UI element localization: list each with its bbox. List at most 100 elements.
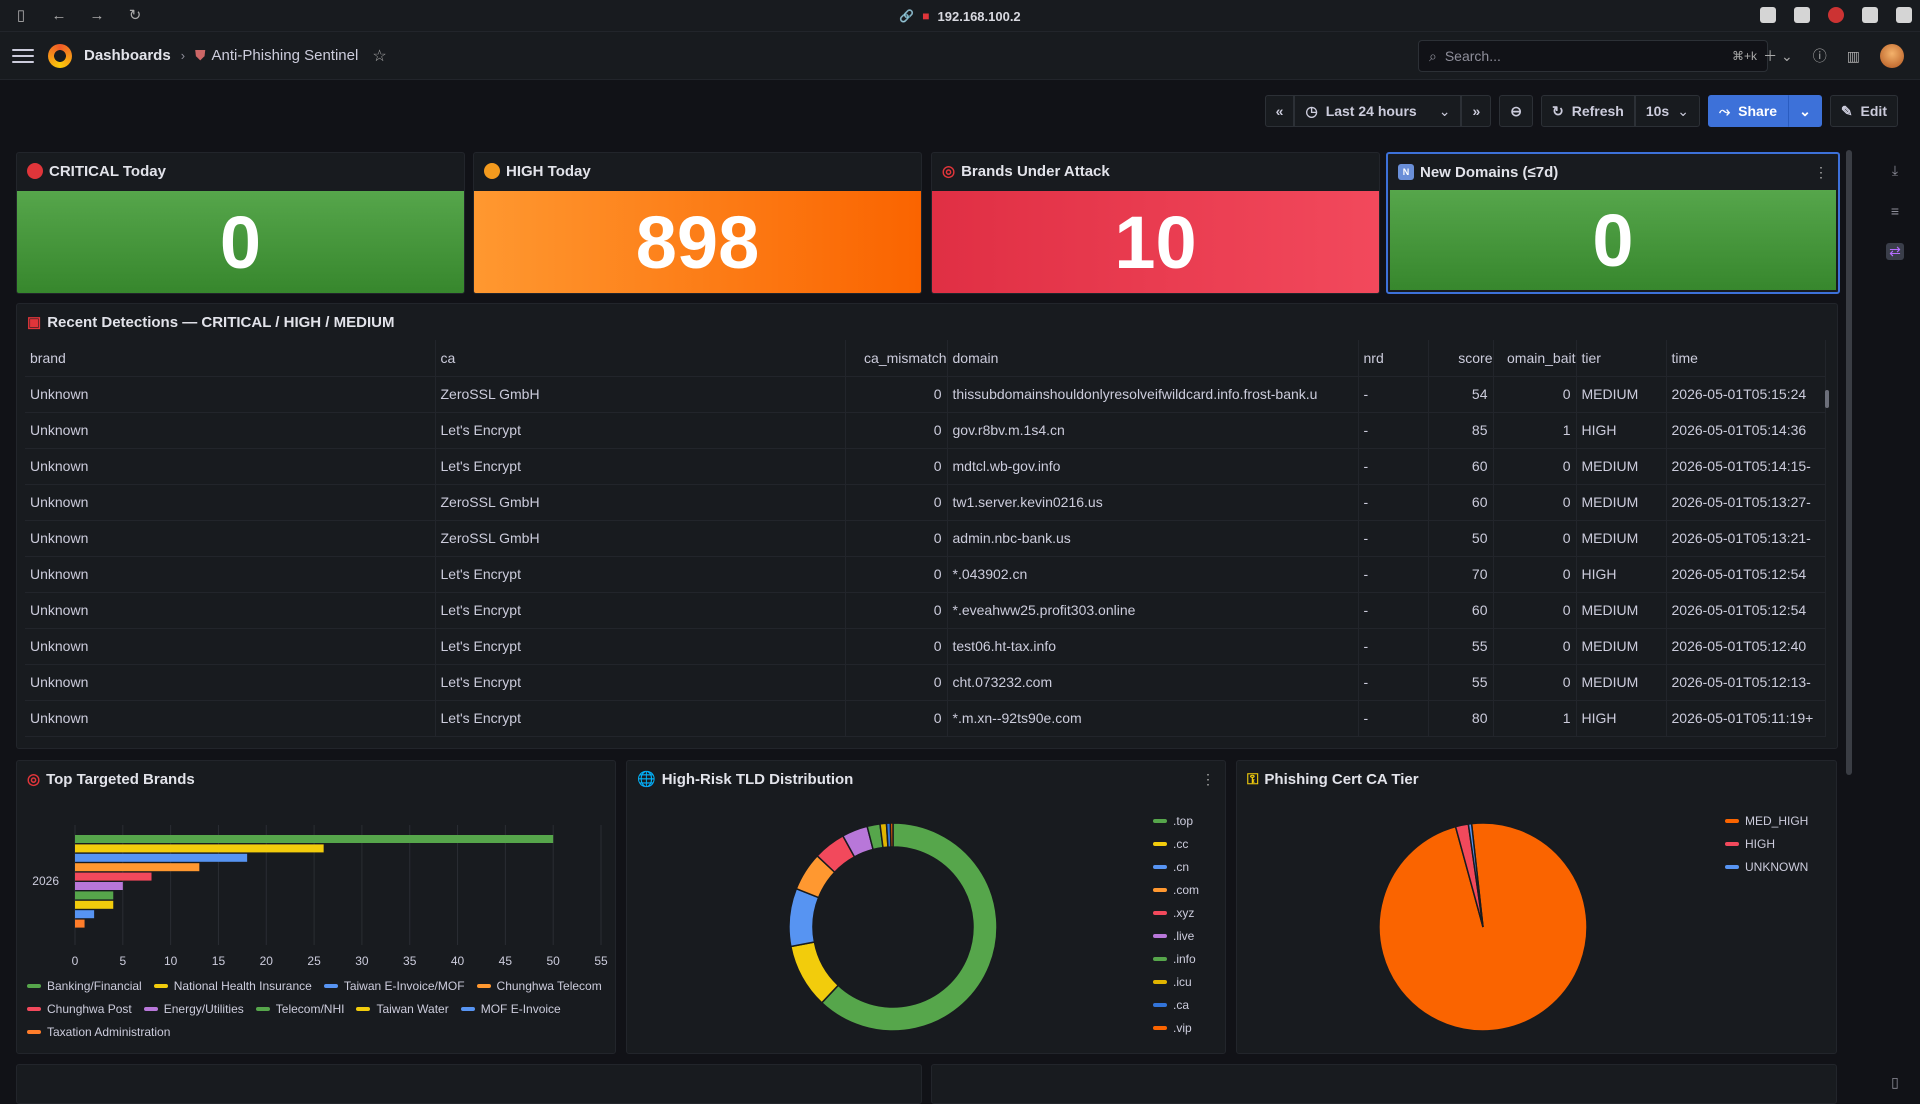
extension-icon[interactable] (1828, 7, 1844, 23)
legend-item[interactable]: MED_HIGH (1725, 809, 1808, 832)
legend-item[interactable]: Chunghwa Post (27, 1000, 132, 1017)
menu-icon[interactable] (12, 45, 34, 67)
column-header-domain[interactable]: domain (947, 340, 1359, 377)
legend-item[interactable]: Energy/Utilities (143, 1000, 244, 1017)
transform-icon[interactable]: ⇄ (1886, 243, 1904, 260)
refresh-button[interactable]: ↻ Refresh (1540, 95, 1635, 127)
legend-item[interactable]: .info (1153, 947, 1199, 970)
legend-item[interactable]: Taiwan E-Invoice/MOF (323, 977, 465, 994)
reload-icon[interactable]: ↻ (128, 6, 142, 24)
legend-item[interactable]: .xyz (1153, 901, 1199, 924)
edit-button[interactable]: ✎ Edit (1829, 95, 1898, 127)
breadcrumb-dashboards[interactable]: Dashboards (84, 47, 171, 64)
grafana-logo-icon[interactable] (48, 43, 72, 68)
legend-item[interactable]: .ca (1153, 993, 1199, 1016)
time-back-button[interactable]: « (1264, 95, 1295, 127)
legend-item[interactable]: UNKNOWN (1725, 855, 1808, 878)
insecure-lock-icon[interactable]: ■ (922, 9, 930, 23)
bar-taiwan-e-invoice-mof[interactable] (75, 853, 248, 862)
bar-telecom-nhi[interactable] (75, 891, 114, 900)
sidebar-toggle-icon[interactable]: ▯ (16, 6, 26, 24)
legend-item[interactable]: Taiwan Water (356, 1000, 449, 1017)
bar-banking-financial[interactable] (75, 835, 554, 843)
extension-icon[interactable] (1794, 7, 1810, 23)
legend-item[interactable]: HIGH (1725, 832, 1808, 855)
legend-item[interactable]: .top (1153, 809, 1199, 832)
share-button[interactable]: ⤳ Share (1707, 95, 1789, 127)
column-header-score[interactable]: score (1428, 340, 1494, 377)
download-icon[interactable]: ⤓ (1891, 162, 1899, 178)
panel-menu-icon[interactable]: ⋮ (1201, 771, 1215, 787)
bar-taxation-administration[interactable] (75, 919, 85, 928)
bar-national-health-insurance[interactable] (75, 844, 324, 853)
legend-item[interactable]: .vip (1153, 1016, 1199, 1039)
zoom-out-button[interactable]: ⊖ (1499, 95, 1533, 127)
avatar[interactable] (1880, 44, 1904, 68)
column-header-nrd[interactable]: nrd (1358, 340, 1429, 377)
legend-item[interactable]: .cc (1153, 832, 1199, 855)
help-icon[interactable]: ⓘ (1812, 48, 1827, 64)
legend-item[interactable]: .icu (1153, 970, 1199, 993)
column-header-ca-mismatch[interactable]: ca_mismatch (845, 340, 948, 377)
page-scrollbar[interactable] (1846, 150, 1852, 775)
refresh-interval-picker[interactable]: 10s ⌄ (1634, 95, 1700, 127)
legend-item[interactable]: MOF E-Invoice (460, 1000, 561, 1017)
column-header-tier[interactable]: tier (1576, 340, 1667, 377)
stat-panel-new-domains[interactable]: N New Domains (≤7d) ⋮ 0 (1386, 152, 1840, 294)
table-row[interactable]: Unknown ZeroSSL GmbH 0 admin.nbc-bank.us -50… (25, 520, 1826, 557)
split-view-icon[interactable] (1896, 7, 1912, 23)
table-row[interactable]: Unknown Let's Encrypt 0 *.m.xn--92ts90e.com… (25, 700, 1826, 737)
outline-icon[interactable]: ≡ (1890, 203, 1900, 219)
back-icon[interactable]: ← (51, 6, 67, 24)
panel-menu-icon[interactable]: ⋮ (1814, 164, 1828, 180)
table-cell-nrd: - (1358, 700, 1429, 737)
legend-item[interactable]: .live (1153, 924, 1199, 947)
table-row[interactable]: Unknown ZeroSSL GmbH 0 tw1.server.kevin0216… (25, 484, 1826, 521)
stat-panel-high[interactable]: HIGH Today 898 (473, 152, 922, 294)
time-range-picker[interactable]: ◷ Last 24 hours ⌄ (1294, 95, 1462, 127)
table-row[interactable]: Unknown ZeroSSL GmbH 0 thissubdomainshouldo… (25, 376, 1826, 413)
search-input[interactable]: ⌕ Search... ⌘+k (1418, 40, 1768, 72)
bar-chunghwa-post[interactable] (75, 872, 152, 881)
slice-cn[interactable] (788, 887, 820, 948)
stat-panel-brands[interactable]: ◎ Brands Under Attack 10 (931, 152, 1380, 294)
share-dropdown-button[interactable]: ⌄ (1788, 95, 1822, 127)
bar-mof-e-invoice[interactable] (75, 910, 95, 919)
column-header-omain-bait[interactable]: omain_bait (1493, 340, 1577, 377)
slice-unknown[interactable] (1467, 822, 1484, 928)
column-header-brand[interactable]: brand (25, 340, 436, 377)
dock-icon[interactable]: ▯ (1891, 1074, 1899, 1090)
bar-chunghwa-telecom[interactable] (75, 863, 200, 872)
legend-item[interactable]: Taxation Administration (27, 1023, 170, 1040)
table-scrollbar[interactable] (1825, 390, 1829, 408)
legend-item[interactable]: National Health Insurance (153, 977, 312, 994)
bar-energy-utilities[interactable] (75, 882, 123, 890)
stat-panel-critical[interactable]: CRITICAL Today 0 (16, 152, 465, 294)
column-header-ca[interactable]: ca (435, 340, 846, 377)
news-icon[interactable]: ▥ (1846, 47, 1860, 64)
table-row[interactable]: Unknown Let's Encrypt 0 *.eveahww25.profit3… (25, 592, 1826, 629)
extension-icon[interactable] (1760, 7, 1776, 23)
legend-item[interactable]: Chunghwa Telecom (476, 977, 602, 994)
extension-icon[interactable] (1862, 7, 1878, 23)
slice-vip[interactable] (889, 822, 894, 848)
time-forward-button[interactable]: » (1461, 95, 1492, 127)
table-row[interactable]: Unknown Let's Encrypt 0 mdtcl.wb-gov.info -6… (25, 448, 1826, 485)
table-row[interactable]: Unknown Let's Encrypt 0 cht.073232.com -55 0 M… (25, 664, 1826, 701)
link-icon[interactable]: 🔗 (899, 9, 915, 23)
table-row[interactable]: Unknown Let's Encrypt 0 test06.ht-tax.info -… (25, 628, 1826, 665)
slice-top[interactable] (820, 822, 998, 1032)
column-header-time[interactable]: time (1666, 340, 1826, 377)
url-text[interactable]: 192.168.100.2 (937, 8, 1021, 24)
bar-taiwan-water[interactable] (75, 900, 114, 909)
legend-item[interactable]: .cn (1153, 855, 1199, 878)
forward-icon[interactable]: → (89, 6, 105, 24)
legend-item[interactable]: Banking/Financial (27, 977, 142, 994)
legend-item[interactable]: .com (1153, 878, 1199, 901)
star-icon[interactable]: ☆ (372, 47, 387, 65)
slice-cc[interactable] (789, 941, 840, 1004)
table-row[interactable]: Unknown Let's Encrypt 0 *.043902.cn -70 0 HIGH… (25, 556, 1826, 593)
table-row[interactable]: Unknown Let's Encrypt 0 gov.r8bv.m.1s4.cn -8… (25, 412, 1826, 449)
legend-item[interactable]: Telecom/NHI (255, 1000, 344, 1017)
add-icon[interactable]: ＋ ⌄ (1763, 48, 1793, 64)
